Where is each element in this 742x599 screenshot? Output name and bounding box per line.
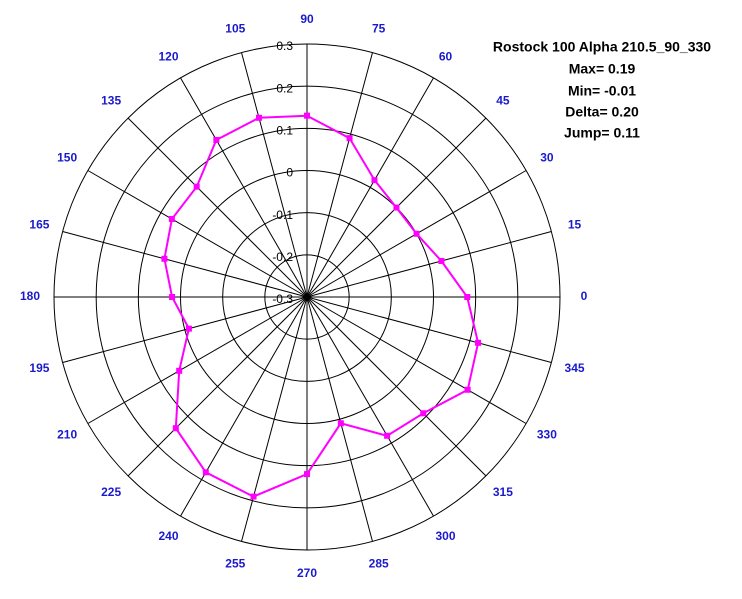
r-tick-label: 0.3 [276, 39, 293, 53]
annotation: Jump= 0.11 [564, 125, 640, 141]
theta-tick-label: 270 [297, 566, 317, 580]
theta-tick-label: 315 [493, 485, 513, 499]
point [475, 339, 482, 346]
spoke [127, 296, 308, 477]
spoke [306, 52, 373, 298]
theta-tick-label: 300 [435, 529, 455, 543]
theta-tick-label: 285 [369, 557, 389, 571]
point [393, 204, 400, 211]
point [420, 410, 427, 417]
theta-tick-label: 120 [158, 49, 178, 63]
spoke [306, 296, 527, 424]
plot [161, 112, 482, 500]
theta-tick-label: 165 [29, 217, 49, 231]
theta-tick-label: 195 [29, 361, 49, 375]
theta-tick-label: 180 [20, 289, 40, 303]
theta-tick-label: 60 [439, 49, 453, 63]
spoke [241, 52, 308, 298]
theta-tick-label: 30 [540, 151, 554, 165]
spoke [180, 77, 308, 298]
grid [53, 43, 561, 551]
theta-tick-label: 150 [57, 151, 77, 165]
spoke [62, 296, 308, 363]
point [250, 493, 257, 500]
point [438, 257, 445, 264]
theta-tick-label: 135 [101, 93, 121, 107]
point [193, 183, 200, 190]
spoke [62, 231, 308, 298]
point [255, 114, 262, 121]
point [346, 135, 353, 142]
theta-tick-label: 75 [372, 22, 386, 36]
r-tick-label: -0.3 [272, 292, 293, 306]
point [384, 432, 391, 439]
point [168, 215, 175, 222]
spoke [306, 296, 434, 517]
spoke [306, 296, 552, 363]
theta-tick-label: 15 [568, 217, 582, 231]
spoke [306, 231, 552, 298]
theta-tick-label: 90 [300, 12, 314, 26]
spoke [241, 296, 308, 542]
r-tick-label: 0.1 [276, 124, 293, 138]
theta-tick-label: 210 [57, 428, 77, 442]
theta-tick-label: 240 [158, 529, 178, 543]
annotation: Max= 0.19 [569, 61, 636, 77]
point [185, 325, 192, 332]
point [213, 136, 220, 143]
spoke [127, 117, 308, 298]
r-tick-label: -0.1 [272, 208, 293, 222]
chart-title: Rostock 100 Alpha 210.5_90_330 [493, 39, 711, 55]
theta-tick-label: 345 [565, 361, 585, 375]
theta-tick-label: 0 [581, 289, 588, 303]
point [304, 112, 310, 119]
point [464, 386, 471, 393]
point [413, 230, 420, 237]
theta-tick-label: 105 [225, 22, 245, 36]
r-tick-label: 0 [286, 166, 293, 180]
spoke [306, 296, 487, 477]
theta-tick-label: 225 [101, 485, 121, 499]
point [337, 420, 344, 427]
spoke [306, 77, 434, 298]
spoke [87, 170, 308, 298]
point [464, 294, 471, 300]
point [304, 471, 310, 478]
point [202, 469, 209, 476]
point [161, 255, 168, 262]
theta-tick-label: 255 [225, 557, 245, 571]
annotation: Min= -0.01 [568, 83, 636, 99]
spoke [306, 296, 373, 542]
point [169, 294, 176, 300]
spoke [180, 296, 308, 517]
spoke [87, 296, 308, 424]
point [176, 367, 183, 374]
point [371, 177, 378, 184]
ticks: -0.3 -0.2 -0.1 0 0.1 0.2 0.3 0 15 30 45 60 75 90 105 12… [20, 12, 588, 580]
point [172, 425, 179, 432]
theta-tick-label: 45 [496, 93, 510, 107]
r-tick-label: 0.2 [276, 81, 293, 95]
annotation: Delta= 0.20 [565, 104, 639, 120]
r-tick-label: -0.2 [272, 250, 293, 264]
theta-tick-label: 330 [537, 428, 557, 442]
